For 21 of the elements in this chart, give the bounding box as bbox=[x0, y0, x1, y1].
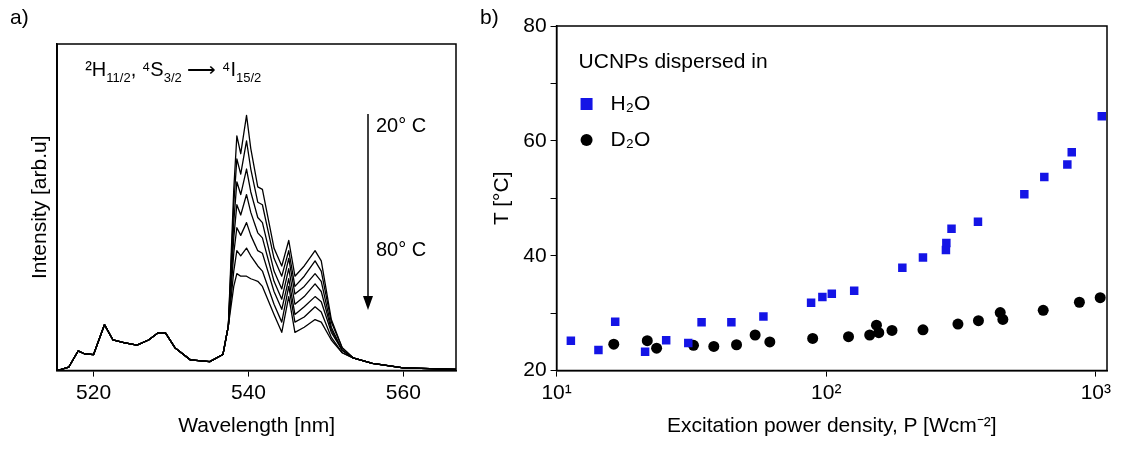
chart-title: a) bbox=[10, 5, 29, 29]
y-tick-label: 40 bbox=[523, 242, 547, 266]
legend-label: H₂O bbox=[610, 90, 651, 114]
x-tick-label: 10³ bbox=[1080, 380, 1112, 403]
y-axis-title: T [°C] bbox=[489, 171, 513, 226]
chart-title: b) bbox=[480, 5, 499, 29]
y-tick-label: 60 bbox=[523, 127, 547, 151]
x-axis-title: Wavelength [nm] bbox=[178, 413, 335, 437]
y-tick-label: 80 bbox=[523, 12, 547, 36]
annotation: 80° C bbox=[376, 238, 427, 260]
x-tick-label: 540 bbox=[230, 380, 266, 403]
y-tick-label: 20 bbox=[523, 357, 547, 381]
x-tick-label: 520 bbox=[76, 380, 112, 403]
x-axis-title: Excitation power density, P [Wcm⁻²] bbox=[667, 413, 997, 437]
x-tick-label: 10² bbox=[811, 380, 842, 403]
legend-label: D₂O bbox=[610, 126, 651, 150]
annotation: 20° C bbox=[376, 114, 427, 136]
x-tick-label: 560 bbox=[385, 380, 421, 403]
x-tick-label: 10¹ bbox=[541, 380, 572, 403]
legend-title: UCNPs dispersed in bbox=[578, 48, 768, 72]
y-axis-title: Intensity [arb.u] bbox=[27, 135, 51, 280]
